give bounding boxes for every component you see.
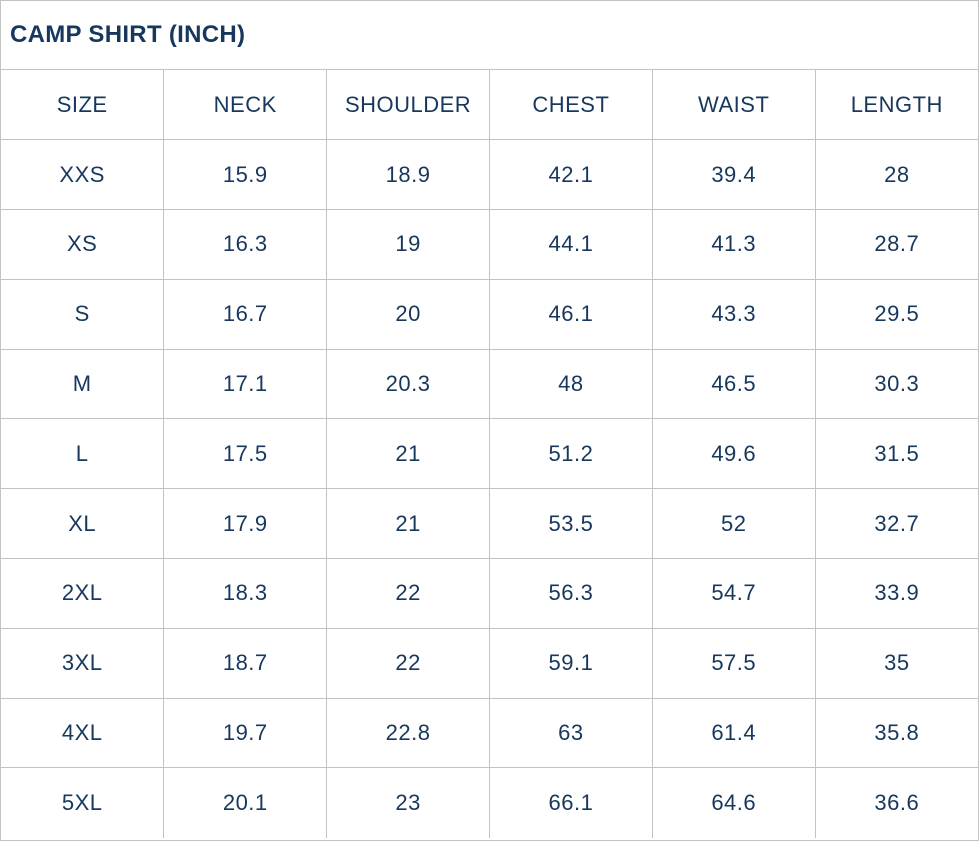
value-cell: 46.5 (651, 348, 816, 420)
value-cell: 63 (488, 697, 653, 769)
table-head: SIZE NECK SHOULDER CHEST WAIST LENGTH (1, 70, 978, 141)
value-cell: 20.3 (326, 348, 490, 420)
value-cell: 48 (488, 348, 653, 420)
size-cell: 5XL (1, 767, 165, 838)
size-cell: 2XL (1, 558, 165, 629)
value-cell: 56.3 (488, 558, 653, 629)
value-cell: 18.7 (163, 627, 328, 699)
value-cell: 43.3 (651, 278, 816, 350)
value-cell: 22 (326, 558, 490, 629)
table-row: 2XL 18.3 22 56.3 54.7 33.9 (1, 558, 978, 629)
column-header-neck: NECK (163, 70, 328, 141)
header-row: SIZE NECK SHOULDER CHEST WAIST LENGTH (1, 70, 978, 141)
column-header-chest: CHEST (488, 70, 653, 141)
size-chart-table: SIZE NECK SHOULDER CHEST WAIST LENGTH XXS 15.9… (1, 70, 978, 838)
value-cell: 36.6 (814, 767, 978, 838)
value-cell: 35 (814, 627, 978, 699)
value-cell: 52 (651, 488, 816, 560)
value-cell: 49.6 (651, 418, 816, 490)
value-cell: 32.7 (814, 488, 978, 560)
value-cell: 18.9 (326, 139, 490, 211)
value-cell: 19 (326, 209, 490, 280)
value-cell: 33.9 (814, 558, 978, 629)
value-cell: 35.8 (814, 697, 978, 769)
column-header-size: SIZE (1, 70, 165, 141)
value-cell: 61.4 (651, 697, 816, 769)
value-cell: 66.1 (488, 767, 653, 838)
value-cell: 28.7 (814, 209, 978, 280)
value-cell: 16.3 (163, 209, 328, 280)
size-cell: XL (1, 488, 165, 560)
value-cell: 44.1 (488, 209, 653, 280)
value-cell: 15.9 (163, 139, 328, 211)
column-header-waist: WAIST (651, 70, 816, 141)
column-header-shoulder: SHOULDER (326, 70, 490, 141)
size-cell: XS (1, 209, 165, 280)
value-cell: 20 (326, 278, 490, 350)
size-cell: M (1, 348, 165, 420)
value-cell: 29.5 (814, 278, 978, 350)
size-chart-title-bar: CAMP SHIRT (INCH) (1, 1, 978, 70)
table-row: L 17.5 21 51.2 49.6 31.5 (1, 418, 978, 490)
table-row: 5XL 20.1 23 66.1 64.6 36.6 (1, 767, 978, 838)
table-row: XXS 15.9 18.9 42.1 39.4 28 (1, 139, 978, 211)
value-cell: 17.9 (163, 488, 328, 560)
table-row: M 17.1 20.3 48 46.5 30.3 (1, 348, 978, 420)
table-row: 3XL 18.7 22 59.1 57.5 35 (1, 627, 978, 699)
value-cell: 41.3 (651, 209, 816, 280)
value-cell: 53.5 (488, 488, 653, 560)
value-cell: 16.7 (163, 278, 328, 350)
value-cell: 31.5 (814, 418, 978, 490)
value-cell: 23 (326, 767, 490, 838)
size-cell: 3XL (1, 627, 165, 699)
value-cell: 22.8 (326, 697, 490, 769)
value-cell: 17.5 (163, 418, 328, 490)
value-cell: 59.1 (488, 627, 653, 699)
table-body: XXS 15.9 18.9 42.1 39.4 28 XS 16.3 19 44.1 41.3 28.… (1, 139, 978, 838)
value-cell: 22 (326, 627, 490, 699)
value-cell: 19.7 (163, 697, 328, 769)
value-cell: 51.2 (488, 418, 653, 490)
table-row: XS 16.3 19 44.1 41.3 28.7 (1, 209, 978, 280)
value-cell: 54.7 (651, 558, 816, 629)
size-chart-title: CAMP SHIRT (INCH) (10, 21, 246, 48)
value-cell: 20.1 (163, 767, 328, 838)
column-header-length: LENGTH (814, 70, 978, 141)
value-cell: 18.3 (163, 558, 328, 629)
table-row: XL 17.9 21 53.5 52 32.7 (1, 488, 978, 560)
value-cell: 30.3 (814, 348, 978, 420)
size-cell: S (1, 278, 165, 350)
table-row: 4XL 19.7 22.8 63 61.4 35.8 (1, 697, 978, 769)
value-cell: 64.6 (651, 767, 816, 838)
size-cell: XXS (1, 139, 165, 211)
value-cell: 28 (814, 139, 978, 211)
value-cell: 39.4 (651, 139, 816, 211)
value-cell: 21 (326, 418, 490, 490)
value-cell: 17.1 (163, 348, 328, 420)
size-cell: 4XL (1, 697, 165, 769)
table-row: S 16.7 20 46.1 43.3 29.5 (1, 278, 978, 350)
value-cell: 42.1 (488, 139, 653, 211)
value-cell: 21 (326, 488, 490, 560)
value-cell: 46.1 (488, 278, 653, 350)
value-cell: 57.5 (651, 627, 816, 699)
size-cell: L (1, 418, 165, 490)
